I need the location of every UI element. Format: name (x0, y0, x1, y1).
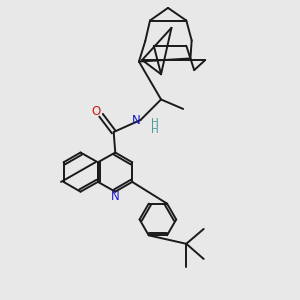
Text: H: H (151, 118, 159, 128)
Text: N: N (131, 113, 140, 127)
Text: H: H (151, 125, 159, 135)
Text: O: O (92, 105, 100, 118)
Text: N: N (111, 190, 120, 202)
